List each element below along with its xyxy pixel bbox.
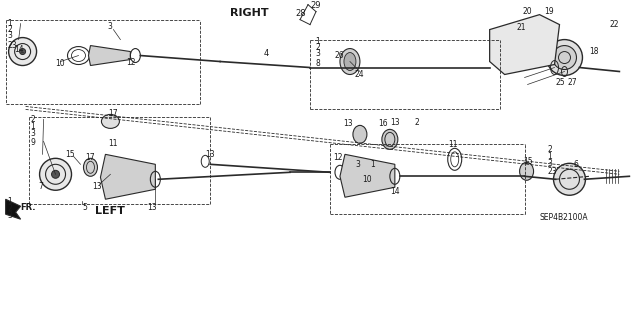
Text: 3: 3 (8, 211, 13, 220)
Text: 1: 1 (315, 37, 320, 46)
Text: 3: 3 (315, 49, 320, 58)
Text: 24: 24 (355, 70, 365, 79)
Text: 1: 1 (8, 19, 12, 28)
Text: 12: 12 (126, 58, 136, 67)
Text: 1: 1 (548, 152, 552, 161)
Text: FR.: FR. (20, 203, 36, 212)
Circle shape (40, 158, 72, 190)
Ellipse shape (340, 48, 360, 75)
Polygon shape (88, 46, 131, 65)
Text: 22: 22 (609, 20, 619, 29)
Text: 15: 15 (524, 157, 533, 166)
Text: 17: 17 (108, 109, 118, 118)
Text: 5: 5 (83, 203, 87, 212)
Text: 14: 14 (390, 187, 399, 196)
Ellipse shape (102, 115, 120, 128)
Text: 2: 2 (315, 43, 320, 52)
Text: 10: 10 (56, 59, 65, 68)
Text: 1: 1 (8, 197, 12, 206)
Text: 13: 13 (205, 150, 215, 159)
Ellipse shape (353, 125, 367, 143)
Text: 2: 2 (8, 25, 12, 34)
Text: 15: 15 (65, 150, 75, 159)
Text: 12: 12 (333, 153, 342, 162)
Text: 18: 18 (589, 47, 599, 56)
Text: 9: 9 (31, 138, 35, 147)
Text: 2: 2 (31, 115, 35, 124)
Text: 3: 3 (8, 31, 13, 40)
Circle shape (547, 40, 582, 76)
Ellipse shape (83, 158, 97, 176)
Text: 13: 13 (147, 203, 157, 212)
Polygon shape (6, 199, 20, 219)
Text: 1: 1 (370, 160, 374, 169)
Circle shape (20, 48, 26, 55)
Text: 29: 29 (310, 1, 321, 10)
Ellipse shape (382, 130, 398, 149)
Text: 27: 27 (568, 78, 577, 87)
Text: 3: 3 (548, 159, 552, 168)
Text: 20: 20 (523, 7, 532, 16)
Text: 2: 2 (8, 204, 12, 213)
Text: 23: 23 (8, 41, 17, 50)
Text: 7: 7 (38, 182, 44, 191)
Ellipse shape (344, 53, 356, 70)
Text: 23: 23 (548, 167, 557, 176)
Text: 8: 8 (315, 59, 320, 68)
Text: 10: 10 (362, 175, 372, 184)
Text: 1: 1 (31, 122, 35, 131)
Text: 26: 26 (335, 51, 344, 60)
Text: 3: 3 (355, 160, 360, 169)
Text: 11: 11 (448, 140, 457, 149)
Text: 16: 16 (378, 119, 387, 128)
Text: 13: 13 (390, 118, 399, 127)
Text: 6: 6 (573, 160, 579, 169)
Text: 14: 14 (15, 45, 24, 54)
Circle shape (52, 170, 60, 178)
Text: 2: 2 (548, 145, 552, 154)
Text: 19: 19 (545, 7, 554, 16)
Text: 25: 25 (556, 78, 565, 87)
Polygon shape (340, 154, 395, 197)
Text: 13: 13 (92, 182, 102, 191)
Text: 3: 3 (108, 22, 112, 31)
Text: 4: 4 (264, 49, 269, 58)
Circle shape (8, 38, 36, 65)
Polygon shape (100, 154, 156, 199)
Text: 2: 2 (415, 118, 420, 127)
Text: LEFT: LEFT (95, 206, 125, 216)
Ellipse shape (520, 162, 534, 180)
Text: RIGHT: RIGHT (230, 8, 269, 18)
Polygon shape (490, 15, 559, 75)
Text: 21: 21 (516, 23, 526, 32)
Circle shape (552, 46, 577, 70)
Circle shape (554, 163, 586, 195)
Text: 17: 17 (86, 153, 95, 162)
Text: 11: 11 (108, 139, 118, 148)
Text: 28: 28 (295, 9, 306, 18)
Text: 3: 3 (31, 129, 35, 138)
Text: SEP4B2100A: SEP4B2100A (540, 213, 588, 222)
Text: 13: 13 (343, 119, 353, 128)
